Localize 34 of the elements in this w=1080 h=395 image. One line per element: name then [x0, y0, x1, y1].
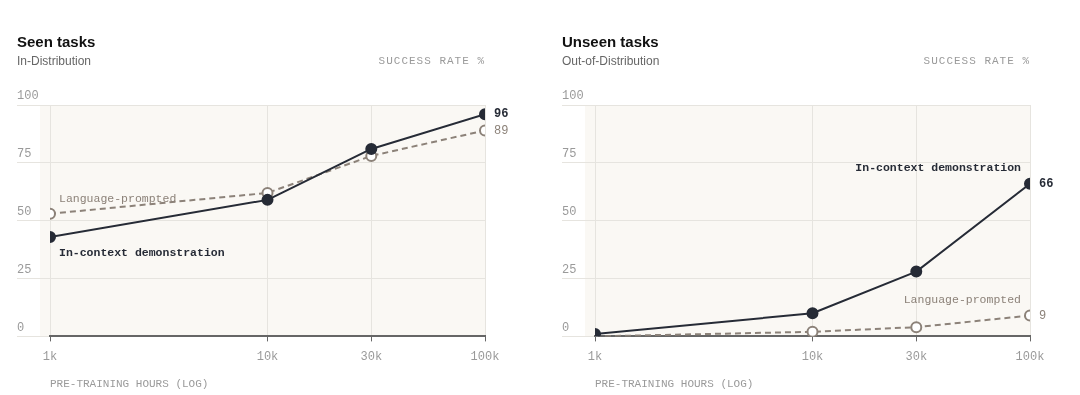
x-axis-title: PRE-TRAINING HOURS (LOG) — [50, 378, 209, 391]
x-axis-title: PRE-TRAINING HOURS (LOG) — [595, 378, 754, 391]
y-tick-label: 50 — [562, 204, 577, 219]
x-tick-label: 100k — [470, 349, 500, 364]
chart-subtitle: Out-of-Distribution — [562, 54, 660, 68]
chart-title: Unseen tasks — [562, 33, 659, 50]
chart-subtitle: In-Distribution — [17, 54, 92, 68]
y-axis-title: SUCCESS RATE % — [923, 55, 1030, 67]
y-tick-label: 75 — [562, 147, 577, 162]
x-tick-label: 30k — [360, 349, 383, 364]
data-label: 9 — [1039, 308, 1047, 323]
x-tick-label: 100k — [1015, 349, 1045, 364]
series-label: Language-prompted — [903, 292, 1021, 306]
data-label: 66 — [1039, 176, 1054, 191]
y-tick-label: 25 — [17, 262, 32, 277]
series-label: Language-prompted — [59, 191, 177, 205]
x-tick-label: 10k — [256, 349, 279, 364]
y-tick-label: 100 — [562, 89, 584, 104]
y-axis-title: SUCCESS RATE % — [378, 55, 485, 67]
y-tick-label: 25 — [562, 262, 577, 277]
y-tick-label: 75 — [17, 147, 32, 162]
series-label: In-context demonstration — [59, 245, 225, 259]
y-tick-label: 0 — [17, 320, 25, 335]
y-tick-label: 0 — [562, 320, 570, 335]
series-label: In-context demonstration — [855, 160, 1022, 174]
chart-title: Seen tasks — [17, 33, 96, 50]
y-tick-label: 100 — [17, 89, 39, 104]
x-tick-label: 1k — [42, 349, 58, 364]
x-tick-label: 30k — [905, 349, 928, 364]
x-tick-label: 10k — [801, 349, 824, 364]
data-label: 96 — [494, 107, 509, 122]
x-tick-label: 1k — [587, 349, 603, 364]
y-tick-label: 50 — [17, 204, 32, 219]
data-label: 89 — [494, 123, 509, 138]
